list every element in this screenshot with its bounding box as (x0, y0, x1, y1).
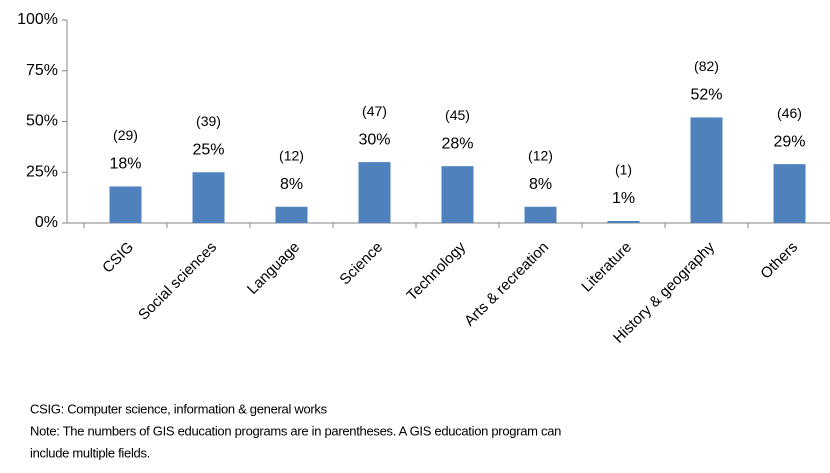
value-label: 18% (109, 156, 141, 173)
count-label: (82) (694, 58, 719, 74)
count-label: (45) (445, 107, 470, 123)
bar (358, 162, 391, 223)
count-label: (39) (196, 113, 221, 129)
value-label: 52% (690, 87, 722, 104)
x-tick-label: CSIG (99, 239, 137, 277)
y-tick-label: 0% (35, 214, 58, 231)
note: Note: The numbers of GIS education progr… (30, 423, 561, 438)
count-label: (1) (615, 162, 632, 178)
value-label: 1% (612, 190, 635, 207)
count-label: (12) (528, 147, 553, 163)
y-tick-label: 50% (26, 113, 58, 130)
count-label: (29) (113, 127, 138, 143)
x-tick-label: Arts & recreation (461, 239, 552, 330)
x-tick-label: Language (244, 239, 303, 298)
count-label: (47) (362, 103, 387, 119)
x-tick-label: Science (336, 239, 386, 289)
note: CSIG: Computer science, information & ge… (30, 401, 328, 416)
value-label: 30% (358, 131, 390, 148)
bar (109, 186, 142, 223)
x-tick-label: Social sciences (135, 239, 220, 324)
count-label: (12) (279, 147, 304, 163)
bar (690, 117, 723, 223)
x-tick-label: Others (757, 239, 801, 283)
value-label: 28% (441, 135, 473, 152)
bar (773, 164, 806, 223)
value-label: 29% (773, 133, 805, 150)
bar (441, 166, 474, 223)
value-label: 8% (529, 176, 552, 193)
note: include multiple fields. (30, 445, 150, 460)
bar (275, 206, 308, 223)
y-tick-label: 75% (26, 62, 58, 79)
x-tick-label: Literature (578, 239, 635, 296)
value-label: 25% (192, 141, 224, 158)
bar (607, 220, 640, 223)
y-tick-label: 25% (26, 163, 58, 180)
y-tick-label: 100% (17, 11, 58, 28)
x-tick-label: Technology (403, 238, 469, 304)
bar (192, 172, 225, 223)
count-label: (46) (777, 105, 802, 121)
value-label: 8% (280, 176, 303, 193)
bar (524, 206, 557, 223)
